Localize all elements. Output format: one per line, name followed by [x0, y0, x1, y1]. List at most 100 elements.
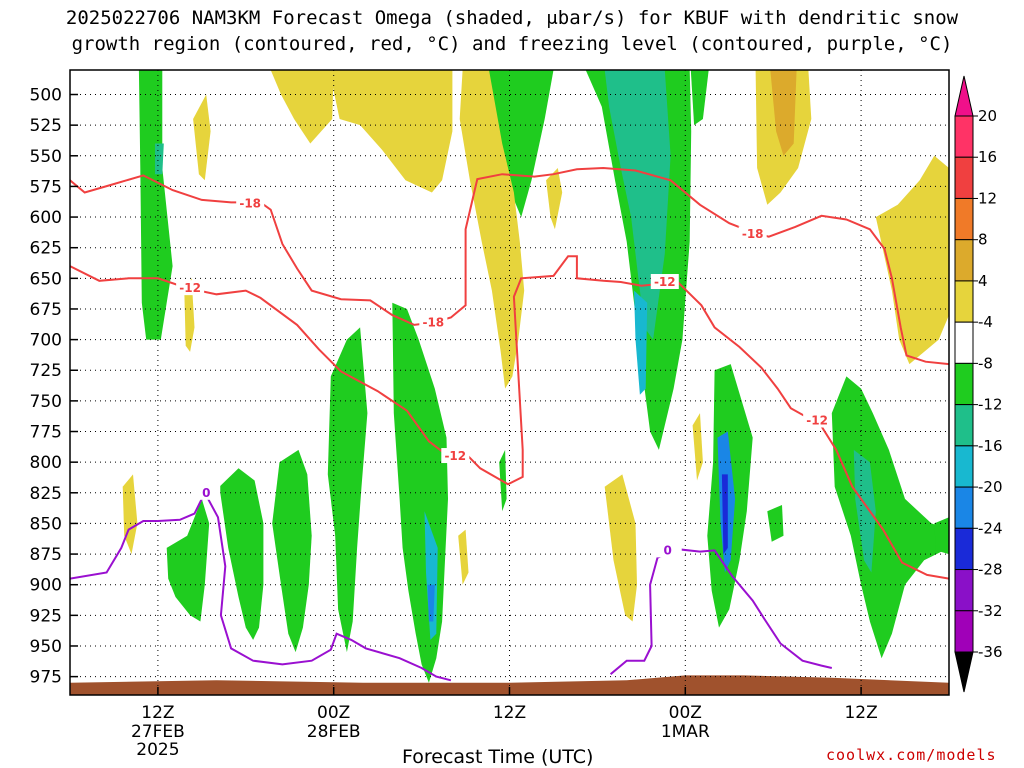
x-tick-label-54: 12Z — [844, 703, 877, 723]
downward-omega-low-3 — [458, 529, 469, 585]
freezing-level-line-0 — [70, 490, 452, 682]
colorbar-swatch--16 — [954, 445, 974, 488]
isotherm-label-bg--12-1 — [441, 448, 470, 464]
x-tick-label-18: 00Z — [317, 703, 350, 723]
colorbar-swatch--28 — [954, 569, 974, 612]
y-tick-label-550: 550 — [30, 147, 62, 167]
x-tick-label-6: 12Z — [141, 703, 174, 723]
downward-omega-top-6 — [875, 155, 949, 365]
upward-omega-col-2 — [487, 70, 554, 218]
upward-omega-col-4 — [327, 327, 368, 653]
colorbar-label--8: -8 — [978, 354, 993, 372]
x-tick-date-42: 1MAR — [661, 722, 710, 742]
colorbar-label--16: -16 — [978, 437, 1003, 455]
colorbar-swatch-12 — [954, 197, 974, 241]
colorbar-label--20: -20 — [978, 478, 1003, 496]
isotherm-label--18-1: -18 — [422, 315, 444, 329]
y-tick-label-725: 725 — [30, 361, 62, 381]
y-tick-label-825: 825 — [30, 484, 62, 504]
isotherm-label-bg--18-0 — [236, 195, 265, 211]
colorbar-swatch--12 — [954, 404, 974, 447]
colorbar-label-12: 12 — [978, 189, 997, 207]
colorbar-label--4: -4 — [978, 313, 993, 331]
upward-omega-col-3-inner — [634, 290, 648, 395]
downward-omega-top-2 — [459, 70, 525, 389]
upward-omega-col-1 — [138, 70, 173, 340]
x-tick-label-42: 00Z — [669, 703, 702, 723]
upward-omega-col-3-core — [604, 70, 671, 340]
isotherm-label-bg--18-1 — [419, 314, 448, 330]
isotherm-label-bg--18-2 — [738, 226, 767, 242]
x-axis-title: Forecast Time (UTC) — [402, 746, 594, 768]
colorbar-label--24: -24 — [978, 519, 1003, 537]
downward-omega-low-1 — [122, 474, 138, 555]
freezing-level-label-0-0: 0 — [202, 486, 210, 500]
colorbar-label--12: -12 — [978, 396, 1003, 414]
downward-omega-low-2 — [604, 474, 637, 622]
y-tick-label-975: 975 — [30, 668, 62, 688]
upward-omega-col-8 — [272, 449, 312, 653]
colorbar-label--32: -32 — [978, 602, 1003, 620]
credit-link[interactable]: coolwx.com/models — [826, 746, 997, 764]
upward-omega-col-10 — [166, 498, 210, 622]
isotherm-label--12-1: -12 — [444, 449, 466, 463]
downward-omega-top-8 — [184, 278, 195, 352]
y-tick-label-600: 600 — [30, 208, 62, 228]
colorbar-swatch--20 — [954, 486, 974, 529]
upward-omega-col-14 — [934, 517, 949, 555]
upward-omega-col-5-core — [424, 511, 438, 640]
isotherm-label-bg--12-2 — [650, 274, 679, 290]
y-tick-label-775: 775 — [30, 423, 62, 443]
x-tick-year-6: 2025 — [136, 740, 179, 760]
y-tick-label-675: 675 — [30, 300, 62, 320]
chart-title: 2025022706 NAM3KM Forecast Omega (shaded… — [65, 7, 959, 29]
y-tick-label-850: 850 — [30, 514, 62, 534]
upward-omega-col-11 — [690, 70, 709, 126]
upward-omega-col-9 — [219, 468, 264, 640]
upward-omega-col-6-inner — [721, 474, 728, 555]
chart-subtitle: growth region (contoured, red, °C) and f… — [71, 33, 953, 55]
y-tick-label-700: 700 — [30, 331, 62, 351]
x-tick-date-6: 27FEB — [131, 722, 185, 742]
colorbar-label-4: 4 — [978, 272, 988, 290]
isotherm-label-bg--12-3 — [803, 412, 832, 428]
colorbar-swatch-8 — [954, 239, 974, 282]
downward-omega-top-3-core — [770, 70, 797, 156]
y-tick-label-925: 925 — [30, 606, 62, 626]
y-tick-label-750: 750 — [30, 392, 62, 412]
freezing-level-label-0b-0: 0 — [664, 543, 672, 557]
colorbar-top-arrow — [954, 75, 974, 117]
isotherm-label--18-0: -18 — [239, 197, 261, 211]
y-tick-label-900: 900 — [30, 576, 62, 596]
x-tick-date-18: 28FEB — [307, 722, 361, 742]
downward-omega-top-4 — [270, 70, 334, 144]
colorbar-swatch--32 — [954, 610, 974, 653]
upward-omega-col-5-inner — [427, 584, 435, 622]
downward-omega-top-5 — [546, 168, 563, 230]
colorbar-swatch--4 — [954, 321, 974, 364]
isotherm-label-bg--12-0 — [176, 280, 205, 296]
y-tick-label-950: 950 — [30, 637, 62, 657]
isotherm-line--12 — [70, 255, 949, 580]
upward-omega-col-1-core — [155, 143, 164, 175]
upward-omega-col-7-core — [853, 449, 876, 573]
colorbar-swatch-20 — [954, 115, 974, 158]
colorbar-swatch--24 — [954, 527, 974, 571]
colorbar-swatch-4 — [954, 280, 974, 323]
freezing-level-line-0b — [609, 548, 833, 675]
y-tick-label-575: 575 — [30, 177, 62, 197]
isotherm-label--12-3: -12 — [806, 413, 828, 427]
colorbar-label-20: 20 — [978, 107, 997, 125]
y-tick-label-625: 625 — [30, 239, 62, 259]
colorbar-swatch-16 — [954, 156, 974, 199]
downward-omega-top-1 — [329, 70, 453, 193]
y-tick-label-500: 500 — [30, 86, 62, 106]
y-tick-label-650: 650 — [30, 269, 62, 289]
colorbar-label--36: -36 — [978, 643, 1003, 661]
colorbar-label--28: -28 — [978, 561, 1003, 579]
freezing-level-label-bg-0-0 — [192, 484, 221, 500]
colorbar-swatch--8 — [954, 362, 974, 406]
colorbar-label-16: 16 — [978, 148, 997, 166]
downward-omega-top-7 — [193, 94, 211, 181]
isotherm-label--12-2: -12 — [654, 275, 676, 289]
